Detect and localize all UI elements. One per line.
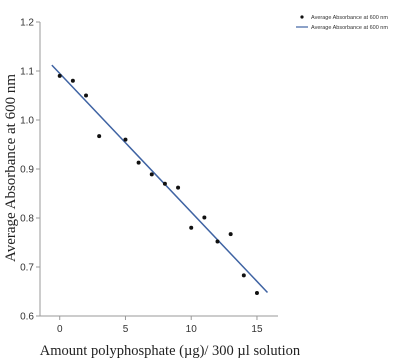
y-tick-label: 1.0	[20, 116, 34, 127]
data-point	[176, 185, 181, 190]
y-tick-label: 0.8	[20, 214, 34, 225]
data-point	[189, 225, 194, 230]
data-point	[254, 290, 259, 295]
x-tick-label: 10	[186, 324, 198, 335]
x-tick-label: 5	[123, 324, 129, 335]
fit-line	[51, 64, 269, 293]
legend-label-line: Average Absorbance at 600 nm	[311, 25, 388, 31]
y-tick-label: 1.1	[20, 67, 34, 78]
fit-line-layer	[51, 64, 269, 293]
y-ticks: 0.6 0.7 0.8 0.9 1.0 1.1 1.2	[20, 18, 40, 323]
y-tick-label: 0.9	[20, 165, 34, 176]
data-point	[215, 239, 220, 244]
x-tick-label: 15	[251, 324, 263, 335]
plot-frame	[39, 22, 278, 317]
y-tick-label: 1.2	[20, 18, 34, 29]
legend: Average Absorbance at 600 nm Average Abs…	[296, 15, 388, 31]
data-point	[162, 181, 167, 186]
data-points-layer	[57, 73, 259, 295]
legend-label-points: Average Absorbance at 600 nm	[311, 15, 388, 21]
data-point	[97, 134, 102, 139]
legend-marker-points	[300, 15, 304, 19]
data-point	[70, 78, 75, 83]
y-tick-label: 0.6	[20, 312, 34, 323]
x-tick-label: 0	[57, 324, 63, 335]
x-ticks: 0 5 10 15	[57, 316, 263, 335]
data-point	[136, 160, 141, 165]
data-point	[202, 215, 207, 220]
x-axis-title: Amount polyphosphate (µg)/ 300 µl soluti…	[40, 343, 301, 359]
data-point	[57, 73, 62, 78]
data-point	[84, 93, 89, 98]
data-point	[123, 137, 128, 142]
y-axis-title: Average Absorbance at 600 nm	[3, 74, 19, 262]
data-point	[228, 232, 233, 237]
data-point	[241, 273, 246, 278]
data-point	[149, 172, 154, 177]
y-tick-label: 0.7	[20, 263, 34, 274]
